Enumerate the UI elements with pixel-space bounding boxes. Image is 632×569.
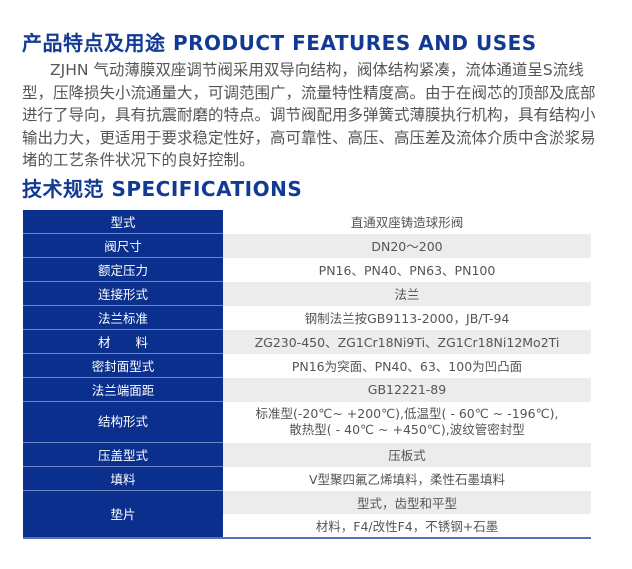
- table-row: 垫片 型式，齿型和平型: [23, 490, 591, 538]
- table-row: 材 料 ZG230-450、ZG1Cr18Ni9Ti、ZG1Cr18Ni12Mo2…: [23, 329, 591, 354]
- row-label: 法兰端面距: [23, 377, 223, 402]
- specifications-heading: 技术规范 SPECIFICATIONS: [22, 177, 303, 201]
- row-value: V型聚四氟乙烯填料，柔性石墨填料: [308, 472, 506, 487]
- row-label: 型式: [23, 210, 223, 234]
- table-row: 法兰端面距 GB12221-89: [23, 377, 591, 402]
- row-label: 材 料: [23, 329, 223, 354]
- row-label: 填料: [23, 466, 223, 491]
- row-value: 钢制法兰按GB9113-2000，JB/T-94: [304, 311, 510, 326]
- row-label: 额定压力: [23, 257, 223, 282]
- row-value: ZG230-450、ZG1Cr18Ni9Ti、ZG1Cr18Ni12Mo2Ti: [223, 329, 591, 354]
- table-row: 压盖型式 压板式: [23, 442, 591, 467]
- product-features-paragraph: ZJHN 气动薄膜双座调节阀采用双导向结构，阀体结构紧凑，流体通道呈S流线型，压…: [22, 61, 596, 169]
- table-row: 材料，F4/改性F4，不锈钢+石墨: [23, 514, 591, 538]
- row-label: 压盖型式: [23, 442, 223, 467]
- row-value: PN16、PN40、PN63、PN100: [318, 263, 496, 278]
- row-value: 材料，F4/改性F4，不锈钢+石墨: [315, 518, 499, 534]
- row-value: 标准型(-20℃~ +200℃),低温型( - 60℃ ~ -196℃), 散热型…: [223, 402, 591, 443]
- row-value: DN20～200: [223, 233, 591, 258]
- table-row: 阀尺寸 DN20～200: [23, 233, 591, 258]
- product-features-heading: 产品特点及用途 PRODUCT FEATURES AND USES: [22, 31, 537, 55]
- row-label: 连接形式: [23, 281, 223, 306]
- row-value-line: 标准型(-20℃~ +200℃),低温型( - 60℃ ~ -196℃),: [255, 406, 559, 421]
- table-row: 填料 V型聚四氟乙烯填料，柔性石墨填料: [23, 466, 591, 491]
- row-label: 阀尺寸: [23, 233, 223, 258]
- table-row: 型式 直通双座铸造球形阀: [23, 210, 591, 234]
- row-label: 密封面型式: [23, 353, 223, 378]
- row-value: GB12221-89: [223, 377, 591, 402]
- table-row: 法兰标准 钢制法兰按GB9113-2000，JB/T-94: [23, 305, 591, 330]
- table-row: 结构形式 标准型(-20℃~ +200℃),低温型( - 60℃ ~ -196℃)…: [23, 401, 591, 443]
- row-label: 法兰标准: [23, 305, 223, 330]
- row-value-line: 散热型( - 40℃ ~ +450℃),波纹管密封型: [289, 422, 525, 437]
- row-label: 结构形式: [23, 401, 223, 443]
- table-row: 额定压力 PN16、PN40、PN63、PN100: [23, 257, 591, 282]
- specifications-table: 型式 直通双座铸造球形阀 阀尺寸 DN20～200 额定压力 PN16、PN40、PN…: [23, 210, 591, 539]
- table-row: 连接形式 法兰: [23, 281, 591, 306]
- row-value: 法兰: [223, 281, 591, 306]
- row-value: 型式，齿型和平型: [223, 490, 591, 514]
- row-label: 垫片: [23, 490, 223, 538]
- row-value: 直通双座铸造球形阀: [350, 215, 464, 231]
- row-value: 压板式: [223, 442, 591, 467]
- row-value: PN16为突面、PN40、63、100为凹凸面: [291, 359, 523, 374]
- table-row: 密封面型式 PN16为突面、PN40、63、100为凹凸面: [23, 353, 591, 378]
